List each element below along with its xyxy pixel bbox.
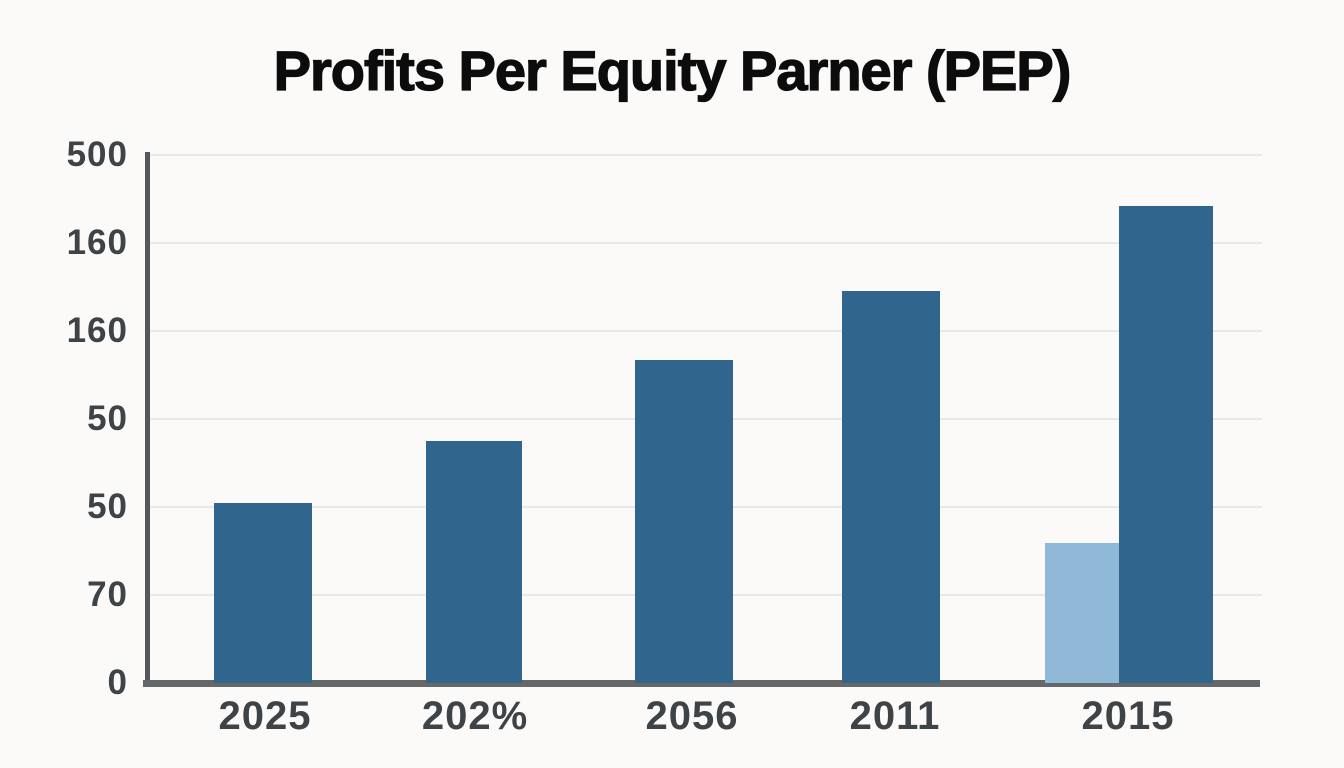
x-tick-label: 2025 [218, 694, 312, 738]
y-tick-label: 500 [66, 135, 128, 174]
y-tick-label: 50 [87, 399, 128, 438]
bar-2011 [842, 291, 940, 683]
bar-2015 [1119, 206, 1213, 683]
x-axis-line [143, 680, 1260, 687]
gridline [150, 242, 1262, 244]
bar-2025 [214, 503, 312, 683]
y-axis-tick-labels: 500 160 160 50 50 70 0 [0, 135, 128, 702]
x-tick-label: 2015 [1081, 694, 1175, 738]
gridline [150, 330, 1262, 332]
y-tick-label: 70 [87, 575, 128, 614]
plot-area [143, 152, 1262, 687]
x-tick-label: 2056 [645, 694, 739, 738]
x-tick-label: 202% [421, 694, 529, 738]
y-tick-label: 50 [87, 487, 128, 526]
y-axis-line [145, 152, 150, 686]
x-tick-label: 2011 [849, 694, 941, 738]
y-tick-label: 160 [66, 223, 128, 262]
y-tick-label: 0 [107, 663, 128, 702]
x-axis-tick-labels: 2025 202% 2056 2011 2015 [148, 694, 1260, 754]
bar-2015-light [1045, 543, 1120, 683]
y-tick-label: 160 [66, 311, 128, 350]
gridline [150, 154, 1262, 156]
chart-title: Profits Per Equity Parner (PEP) [273, 38, 1072, 102]
bar-2056 [635, 360, 733, 683]
bar-202% [426, 441, 522, 683]
